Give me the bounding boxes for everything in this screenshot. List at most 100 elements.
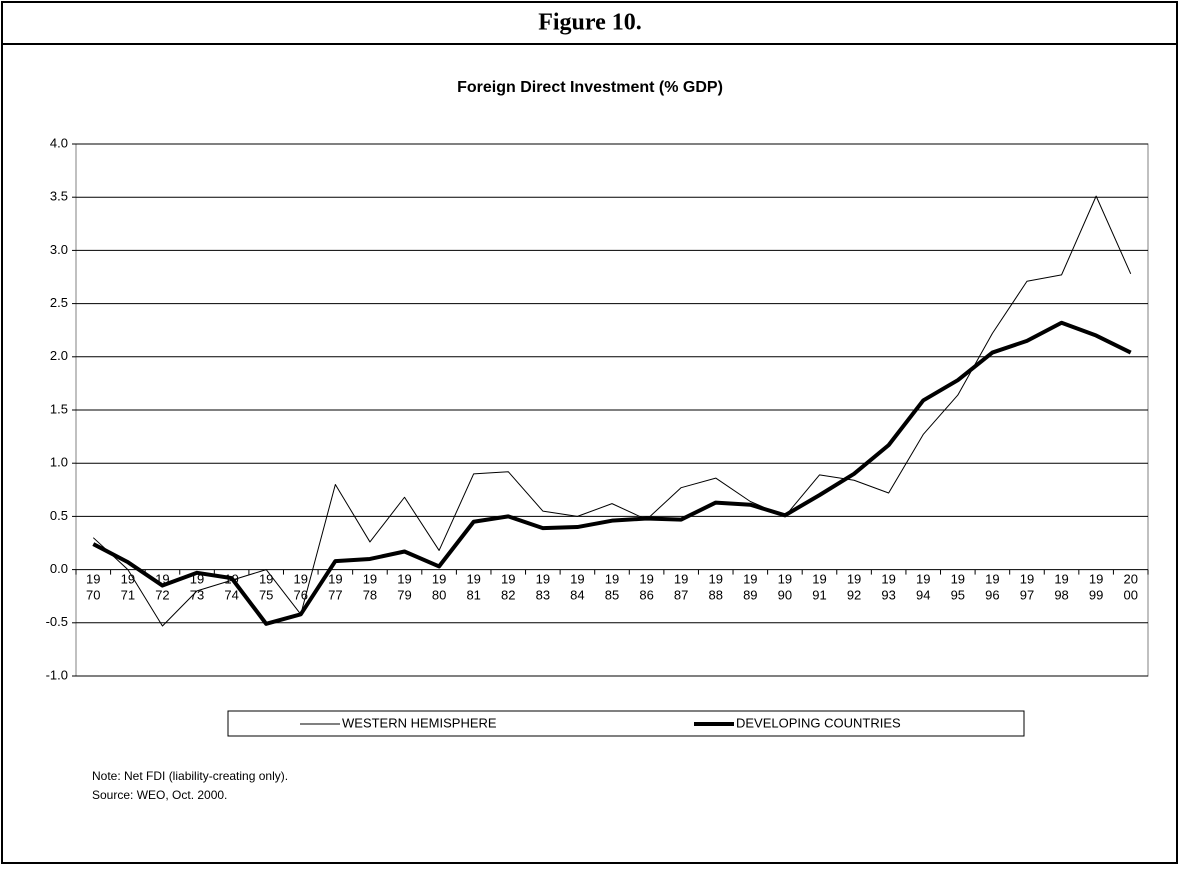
x-tick-label-part: 19 bbox=[259, 572, 273, 587]
x-tick-label: 19 76 bbox=[294, 572, 308, 603]
x-tick-label: 19 96 bbox=[985, 572, 999, 603]
x-tick-label: 20 00 bbox=[1123, 572, 1137, 603]
x-tick-label-part: 19 bbox=[86, 572, 100, 587]
x-tick-label-part: 91 bbox=[812, 588, 826, 603]
chart-title: Foreign Direct Investment (% GDP) bbox=[457, 79, 723, 96]
y-tick-label: 2.5 bbox=[50, 295, 68, 310]
x-tick-label-part: 99 bbox=[1089, 588, 1103, 603]
x-tick-label-part: 19 bbox=[501, 572, 515, 587]
figure-label: Figure 10. bbox=[538, 10, 642, 36]
x-tick-label-part: 19 bbox=[812, 572, 826, 587]
series-line bbox=[92, 195, 1132, 627]
x-tick-label-part: 71 bbox=[121, 588, 135, 603]
x-tick-label-part: 85 bbox=[605, 588, 619, 603]
x-tick-label-part: 19 bbox=[709, 572, 723, 587]
x-tick-label-part: 72 bbox=[155, 588, 169, 603]
legend-label: DEVELOPING COUNTRIES bbox=[736, 715, 901, 730]
x-tick-label-part: 73 bbox=[190, 588, 204, 603]
x-tick-label-part: 19 bbox=[639, 572, 653, 587]
x-tick-label: 19 91 bbox=[812, 572, 826, 603]
x-tick-label: 19 94 bbox=[916, 572, 930, 603]
x-tick-label-part: 86 bbox=[639, 588, 653, 603]
x-tick-label: 19 84 bbox=[570, 572, 584, 603]
x-tick-label-part: 83 bbox=[536, 588, 550, 603]
y-tick-label: 0.0 bbox=[50, 561, 68, 576]
x-tick-label-part: 97 bbox=[1020, 588, 1034, 603]
x-tick-label-part: 87 bbox=[674, 588, 688, 603]
x-tick-label-part: 96 bbox=[985, 588, 999, 603]
x-tick-label-part: 93 bbox=[881, 588, 895, 603]
x-tick-label: 19 77 bbox=[328, 572, 342, 603]
x-tick-label: 19 92 bbox=[847, 572, 861, 603]
x-tick-label: 19 82 bbox=[501, 572, 515, 603]
x-tick-label: 19 95 bbox=[951, 572, 965, 603]
x-tick-label: 19 87 bbox=[674, 572, 688, 603]
x-tick-label-part: 19 bbox=[536, 572, 550, 587]
x-tick-label-part: 82 bbox=[501, 588, 515, 603]
y-tick-label: 3.5 bbox=[50, 189, 68, 204]
x-tick-label-part: 19 bbox=[466, 572, 480, 587]
x-tick-label: 19 79 bbox=[397, 572, 411, 603]
y-tick-label: 2.0 bbox=[50, 348, 68, 363]
x-tick-label: 19 98 bbox=[1054, 572, 1068, 603]
x-tick-label: 19 70 bbox=[86, 572, 100, 603]
x-tick-label: 19 97 bbox=[1020, 572, 1034, 603]
x-tick-label-part: 19 bbox=[432, 572, 446, 587]
x-tick-label: 19 71 bbox=[121, 572, 135, 603]
x-tick-label: 19 75 bbox=[259, 572, 273, 603]
x-tick-label: 19 93 bbox=[881, 572, 895, 603]
x-tick-label-part: 78 bbox=[363, 588, 377, 603]
legend-label: WESTERN HEMISPHERE bbox=[342, 715, 497, 730]
x-tick-label-part: 70 bbox=[86, 588, 100, 603]
x-tick-label-part: 00 bbox=[1123, 588, 1137, 603]
x-tick-label-part: 81 bbox=[466, 588, 480, 603]
x-tick-label-part: 19 bbox=[985, 572, 999, 587]
series-line bbox=[92, 320, 1132, 626]
x-tick-label-part: 19 bbox=[881, 572, 895, 587]
x-tick-label-part: 84 bbox=[570, 588, 584, 603]
x-tick-label-part: 92 bbox=[847, 588, 861, 603]
x-tick-label-part: 19 bbox=[328, 572, 342, 587]
x-tick-label-part: 90 bbox=[778, 588, 792, 603]
x-tick-label-part: 19 bbox=[570, 572, 584, 587]
x-tick-label-part: 77 bbox=[328, 588, 342, 603]
x-tick-label-part: 80 bbox=[432, 588, 446, 603]
legend bbox=[227, 710, 1025, 737]
x-tick-label-part: 20 bbox=[1123, 572, 1137, 587]
x-tick-label-part: 75 bbox=[259, 588, 273, 603]
x-tick-label: 19 83 bbox=[536, 572, 550, 603]
x-tick-label: 19 90 bbox=[778, 572, 792, 603]
x-tick-label: 19 81 bbox=[466, 572, 480, 603]
x-tick-label-part: 19 bbox=[1020, 572, 1034, 587]
note: Source: WEO, Oct. 2000. bbox=[92, 788, 227, 802]
x-tick-label-part: 19 bbox=[294, 572, 308, 587]
x-tick-label: 19 85 bbox=[605, 572, 619, 603]
x-tick-label: 19 99 bbox=[1089, 572, 1103, 603]
y-tick-label: 3.0 bbox=[50, 242, 68, 257]
x-tick-label-part: 95 bbox=[951, 588, 965, 603]
x-tick-label-part: 19 bbox=[847, 572, 861, 587]
y-tick-label: 0.5 bbox=[50, 508, 68, 523]
x-tick-label-part: 19 bbox=[778, 572, 792, 587]
x-tick-label-part: 19 bbox=[121, 572, 135, 587]
x-tick-label-part: 89 bbox=[743, 588, 757, 603]
x-tick-label-part: 98 bbox=[1054, 588, 1068, 603]
y-tick-label: 1.0 bbox=[50, 455, 68, 470]
x-tick-label-part: 79 bbox=[397, 588, 411, 603]
x-tick-label-part: 19 bbox=[743, 572, 757, 587]
x-tick-label-part: 19 bbox=[605, 572, 619, 587]
y-tick-label: -1.0 bbox=[46, 667, 68, 682]
x-tick-label-part: 19 bbox=[916, 572, 930, 587]
x-tick-label: 19 86 bbox=[639, 572, 653, 603]
note: Note: Net FDI (liability-creating only). bbox=[92, 769, 288, 783]
y-tick-label: 1.5 bbox=[50, 401, 68, 416]
x-tick-label: 19 88 bbox=[709, 572, 723, 603]
x-tick-label-part: 19 bbox=[1089, 572, 1103, 587]
y-tick-label: 4.0 bbox=[50, 135, 68, 150]
x-tick-label-part: 19 bbox=[397, 572, 411, 587]
x-tick-label-part: 19 bbox=[674, 572, 688, 587]
x-tick-label-part: 94 bbox=[916, 588, 930, 603]
x-tick-label: 19 89 bbox=[743, 572, 757, 603]
y-tick-label: -0.5 bbox=[46, 614, 68, 629]
